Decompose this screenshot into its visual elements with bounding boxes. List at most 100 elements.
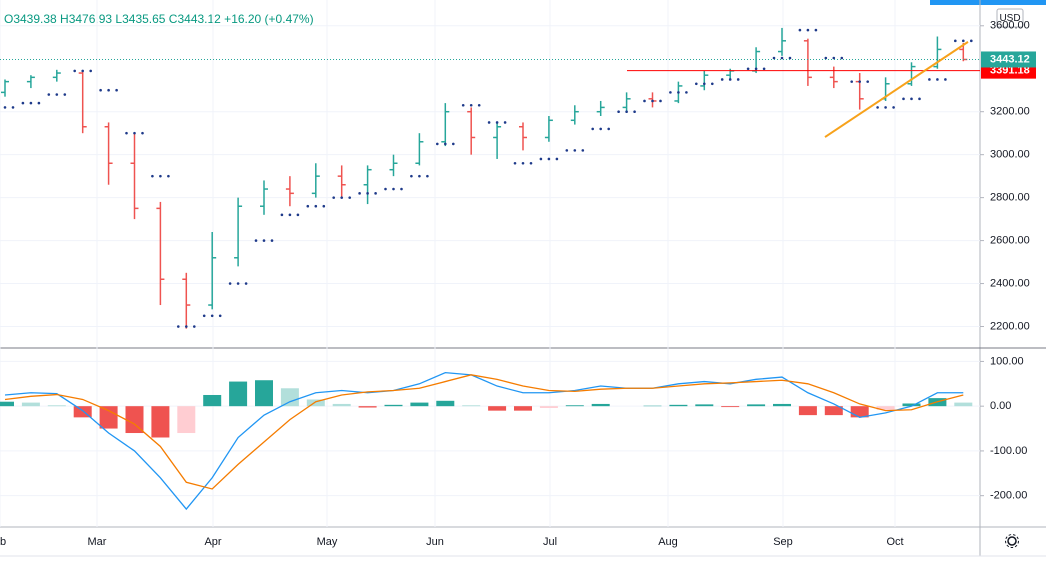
histogram-bar <box>99 406 118 429</box>
sar-dot <box>910 97 913 101</box>
sar-dot <box>573 149 577 152</box>
level-label: 3391.18 <box>990 65 1030 77</box>
sar-dot <box>254 239 258 242</box>
sar-dot <box>477 103 481 107</box>
x-tick-label: Mar <box>88 536 107 548</box>
sar-dot <box>832 56 836 60</box>
currency-box[interactable] <box>996 8 1024 28</box>
sar-dot <box>141 131 144 135</box>
histogram-bar <box>798 406 817 416</box>
sar-dot <box>892 106 895 109</box>
sar-dot <box>928 78 931 81</box>
sar-dot <box>366 192 369 195</box>
sar-dot <box>236 282 240 285</box>
sar-dot <box>280 213 284 217</box>
sar-dot <box>643 99 646 103</box>
sar-dot <box>685 91 688 94</box>
sar-dot <box>461 103 465 107</box>
sar-dot <box>29 101 33 105</box>
y-tick-label: -100.00 <box>990 445 1027 457</box>
sar-dot <box>167 174 170 178</box>
sar-dot <box>228 282 232 285</box>
sar-dot <box>177 325 180 328</box>
sar-dot <box>358 192 361 195</box>
sar-dot <box>11 106 15 109</box>
sar-dot <box>962 39 965 43</box>
y-tick-label: 2400.00 <box>990 277 1030 289</box>
sar-dot <box>340 196 344 199</box>
sar-dot <box>262 239 266 242</box>
currency: USD <box>999 13 1020 24</box>
sar-dot <box>513 161 517 165</box>
sar-dot <box>876 106 879 109</box>
histogram-bar <box>514 406 532 411</box>
y-tick-label: 3200.00 <box>990 106 1030 118</box>
sar-dot <box>218 314 222 318</box>
sar-dot <box>651 99 654 103</box>
sar-dot <box>625 110 628 114</box>
sar-dot <box>736 78 740 81</box>
sar-dot <box>37 101 41 105</box>
x-tick-label: Sep <box>773 536 793 548</box>
sar-dot <box>306 204 310 208</box>
signal-line <box>4 374 964 490</box>
sar-dot <box>695 82 698 86</box>
y-tick-label: 2200.00 <box>990 320 1030 332</box>
x-tick-label: Apr <box>204 536 221 548</box>
sar-dot <box>392 187 395 191</box>
sar-dot <box>581 149 585 152</box>
histogram-bar <box>591 403 610 407</box>
last-price-label: 3443.12 <box>990 53 1030 65</box>
sar-dot <box>47 93 51 96</box>
sar-dot <box>798 28 802 32</box>
sar-dot <box>944 78 947 81</box>
sar-dot <box>125 131 128 135</box>
sar-dot <box>159 174 162 178</box>
sar-dot <box>617 110 620 114</box>
top-bar <box>930 0 1046 5</box>
sar-dot <box>703 82 706 86</box>
sar-dot <box>193 325 196 328</box>
histogram-bar <box>747 404 766 407</box>
sar-dot <box>3 106 7 109</box>
sar-dot <box>503 121 507 124</box>
sar-dot <box>288 213 292 217</box>
y-tick-label: -200.00 <box>990 490 1027 502</box>
sar-dot <box>788 56 792 60</box>
sar-dot <box>633 110 636 114</box>
sar-dot <box>185 325 188 328</box>
ohlc-legend: O3439.38 H3476.93 L3435.65 C3443.12 +16.… <box>4 12 314 26</box>
histogram-bar <box>306 399 325 407</box>
sar-dot <box>754 67 758 71</box>
sar-dot <box>21 101 25 105</box>
sar-dot <box>539 157 543 161</box>
sar-dot <box>902 97 905 101</box>
sar-dot <box>348 196 352 199</box>
histogram-bar <box>73 406 92 418</box>
sar-dot <box>806 28 810 32</box>
sar-dot <box>444 142 447 146</box>
histogram-bar <box>954 402 973 407</box>
histogram-bar <box>850 406 869 418</box>
macd-line <box>4 371 964 511</box>
sar-dot <box>452 142 455 146</box>
x-tick-label: Aug <box>658 536 678 548</box>
sar-dot <box>151 174 154 178</box>
sar-dot <box>374 192 377 195</box>
histogram-bar <box>21 402 40 407</box>
sar-dot <box>677 91 680 94</box>
sar-dot <box>89 69 92 73</box>
sar-dot <box>426 174 429 178</box>
sar-dot <box>469 103 473 107</box>
sar-dot <box>202 314 206 318</box>
sar-dot <box>599 127 602 131</box>
sar-dot <box>970 39 973 43</box>
y-tick-label: 3000.00 <box>990 149 1030 161</box>
histogram-bar <box>824 406 843 416</box>
sar-dot <box>270 239 274 242</box>
sar-dot <box>384 187 387 191</box>
sar-dot <box>565 149 569 152</box>
histogram-bar <box>773 403 791 407</box>
settings-icon[interactable] <box>1005 534 1019 548</box>
